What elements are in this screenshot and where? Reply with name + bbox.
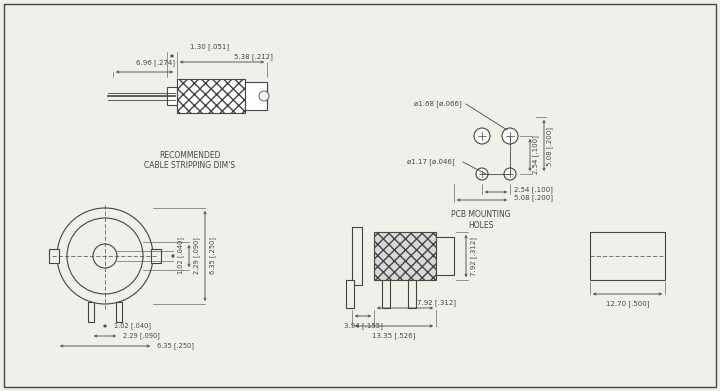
Bar [374, 232, 436, 280]
Bar [49, 249, 59, 263]
Ellipse shape [57, 208, 153, 304]
Text: RECOMMENDED
CABLE STRIPPING DIM'S: RECOMMENDED CABLE STRIPPING DIM'S [145, 151, 235, 170]
Text: 2.54 [.100]: 2.54 [.100] [532, 136, 539, 174]
Text: ø1.68 [ø.066]: ø1.68 [ø.066] [414, 100, 462, 108]
Circle shape [504, 168, 516, 180]
Text: 7.92 [.312]: 7.92 [.312] [470, 237, 477, 276]
Text: 1.02 [.040]: 1.02 [.040] [177, 237, 184, 274]
Circle shape [474, 128, 490, 144]
Bar [590, 232, 665, 280]
Bar [374, 232, 436, 280]
Circle shape [502, 128, 518, 144]
Bar [151, 249, 161, 263]
Text: 12.70 [.500]: 12.70 [.500] [606, 300, 649, 307]
Text: 5.08 [.200]: 5.08 [.200] [514, 195, 553, 201]
Ellipse shape [93, 244, 117, 268]
Text: ø1.17 [ø.046]: ø1.17 [ø.046] [407, 159, 454, 165]
Text: 3.94 [.155]: 3.94 [.155] [343, 322, 382, 329]
Bar [177, 79, 245, 113]
Bar [167, 87, 177, 105]
Bar [116, 302, 122, 322]
Bar [88, 302, 94, 322]
Bar [245, 82, 267, 110]
Text: 1.02 [.040]: 1.02 [.040] [114, 323, 151, 329]
Text: 7.92 [.312]: 7.92 [.312] [417, 299, 456, 306]
Bar [352, 227, 362, 285]
Text: 13.35 [.526]: 13.35 [.526] [372, 332, 415, 339]
Bar [408, 280, 416, 308]
Text: 1.30 [.051]: 1.30 [.051] [190, 43, 229, 50]
Bar [436, 237, 454, 275]
Text: PCB MOUNTING
HOLES: PCB MOUNTING HOLES [451, 210, 510, 230]
Text: 6.96 [.274]: 6.96 [.274] [136, 59, 175, 66]
Text: 2.29 [.090]: 2.29 [.090] [123, 333, 160, 339]
Text: 6.35 [.250]: 6.35 [.250] [157, 343, 194, 350]
Text: 5.38 [.212]: 5.38 [.212] [234, 53, 273, 60]
Ellipse shape [67, 218, 143, 294]
Circle shape [259, 91, 269, 101]
Circle shape [476, 168, 488, 180]
Text: 2.29 [.090]: 2.29 [.090] [193, 238, 199, 274]
Text: 2.54 [.100]: 2.54 [.100] [514, 187, 553, 194]
Bar [382, 280, 390, 308]
Text: 6.35 [.250]: 6.35 [.250] [209, 237, 216, 274]
Bar [346, 280, 354, 308]
Text: 5.08 [.200]: 5.08 [.200] [546, 127, 553, 165]
